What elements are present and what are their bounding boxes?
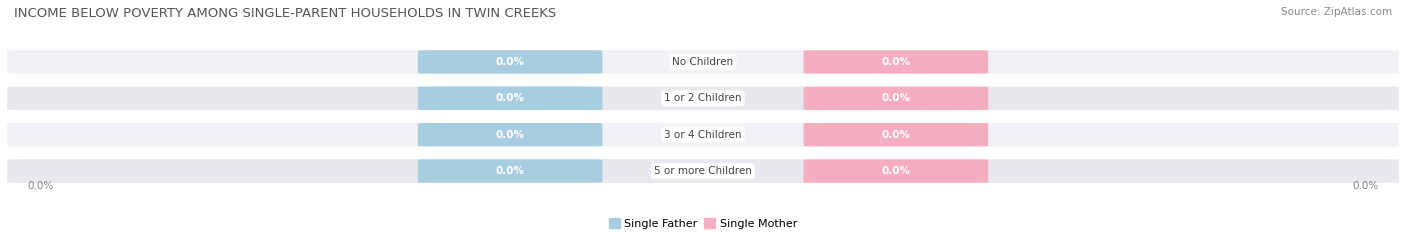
FancyBboxPatch shape	[7, 159, 1399, 183]
Text: 0.0%: 0.0%	[1353, 181, 1378, 191]
Text: 0.0%: 0.0%	[495, 130, 524, 140]
FancyBboxPatch shape	[418, 123, 602, 146]
FancyBboxPatch shape	[418, 87, 602, 110]
Text: 0.0%: 0.0%	[495, 57, 524, 67]
FancyBboxPatch shape	[804, 123, 988, 146]
Text: 1 or 2 Children: 1 or 2 Children	[664, 93, 742, 103]
Text: 0.0%: 0.0%	[495, 93, 524, 103]
Text: 0.0%: 0.0%	[882, 93, 911, 103]
Text: 0.0%: 0.0%	[28, 181, 53, 191]
FancyBboxPatch shape	[7, 123, 1399, 147]
Text: Source: ZipAtlas.com: Source: ZipAtlas.com	[1281, 7, 1392, 17]
Text: No Children: No Children	[672, 57, 734, 67]
Text: 0.0%: 0.0%	[495, 166, 524, 176]
Text: 5 or more Children: 5 or more Children	[654, 166, 752, 176]
FancyBboxPatch shape	[804, 50, 988, 74]
FancyBboxPatch shape	[7, 50, 1399, 74]
Text: 0.0%: 0.0%	[882, 130, 911, 140]
FancyBboxPatch shape	[7, 86, 1399, 110]
FancyBboxPatch shape	[804, 159, 988, 183]
Text: INCOME BELOW POVERTY AMONG SINGLE-PARENT HOUSEHOLDS IN TWIN CREEKS: INCOME BELOW POVERTY AMONG SINGLE-PARENT…	[14, 7, 557, 20]
FancyBboxPatch shape	[804, 87, 988, 110]
FancyBboxPatch shape	[418, 50, 602, 74]
FancyBboxPatch shape	[418, 159, 602, 183]
Text: 3 or 4 Children: 3 or 4 Children	[664, 130, 742, 140]
Legend: Single Father, Single Mother: Single Father, Single Mother	[605, 214, 801, 233]
Text: 0.0%: 0.0%	[882, 57, 911, 67]
Text: 0.0%: 0.0%	[882, 166, 911, 176]
